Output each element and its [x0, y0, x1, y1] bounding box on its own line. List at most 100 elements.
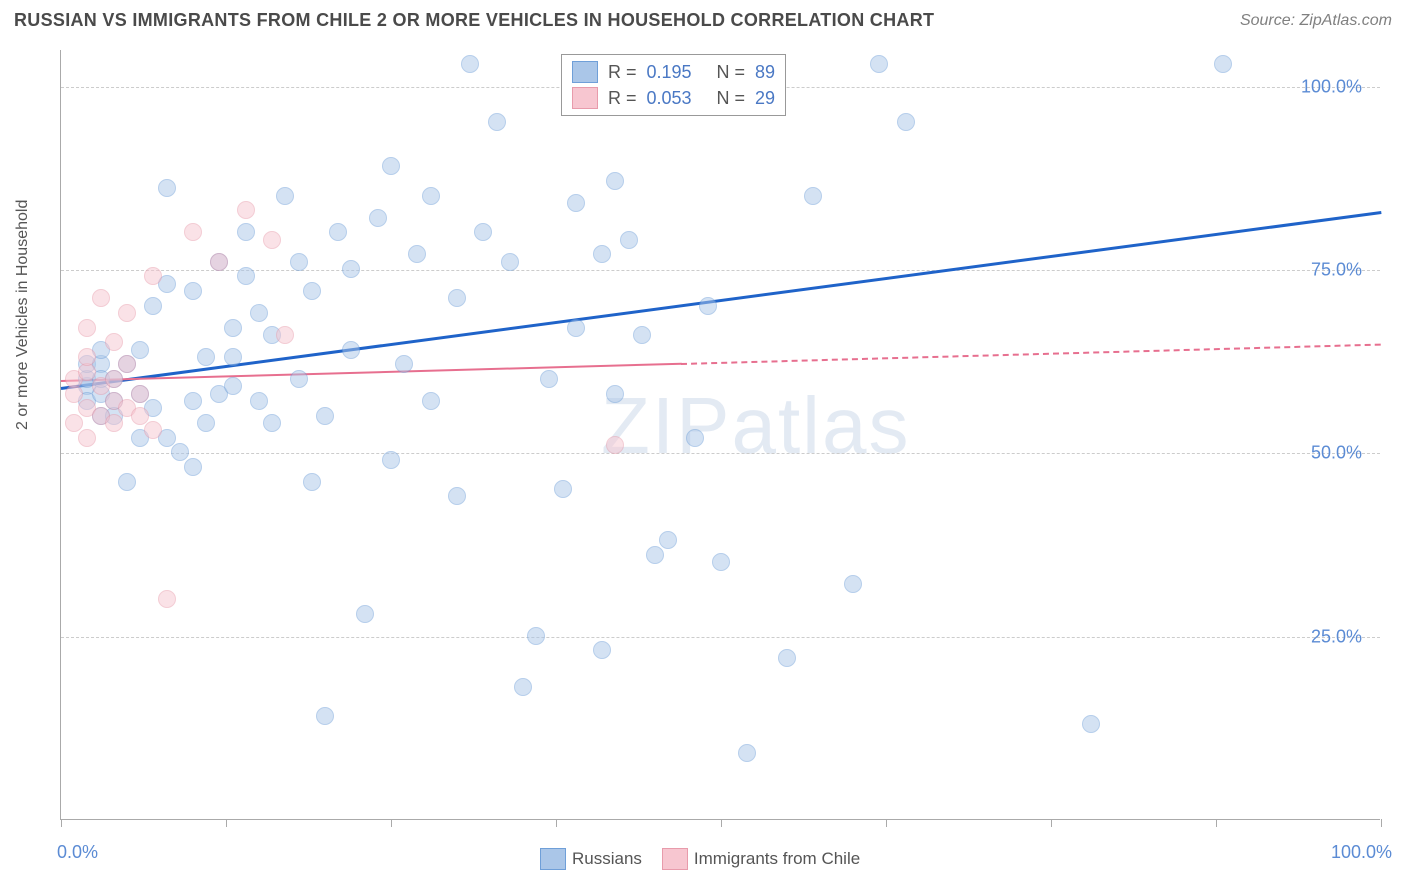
- r-label: R =: [608, 88, 637, 109]
- watermark: ZIPatlas: [601, 380, 910, 472]
- source-attribution: Source: ZipAtlas.com: [1240, 12, 1392, 30]
- scatter-chart: ZIPatlas 25.0%50.0%75.0%100.0%0.0%100.0%…: [60, 50, 1380, 820]
- legend-swatch: [572, 61, 598, 83]
- data-point: [237, 267, 255, 285]
- data-point: [620, 231, 638, 249]
- data-point: [699, 297, 717, 315]
- legend-item: Immigrants from Chile: [662, 848, 860, 870]
- data-point: [501, 253, 519, 271]
- data-point: [276, 187, 294, 205]
- grid-line: [61, 637, 1380, 638]
- y-tick-label: 100.0%: [1301, 76, 1362, 97]
- data-point: [422, 392, 440, 410]
- data-point: [105, 370, 123, 388]
- data-point: [184, 392, 202, 410]
- data-point: [105, 333, 123, 351]
- x-tick: [391, 819, 392, 827]
- data-point: [844, 575, 862, 593]
- data-point: [92, 289, 110, 307]
- data-point: [422, 187, 440, 205]
- data-point: [131, 407, 149, 425]
- y-axis-label: 2 or more Vehicles in Household: [14, 200, 32, 430]
- data-point: [118, 355, 136, 373]
- trend-line: [61, 363, 681, 382]
- data-point: [329, 223, 347, 241]
- n-label: N =: [717, 88, 746, 109]
- data-point: [342, 260, 360, 278]
- data-point: [897, 113, 915, 131]
- data-point: [1082, 715, 1100, 733]
- data-point: [65, 414, 83, 432]
- legend-stats: R =0.195N =89R =0.053N =29: [561, 54, 786, 116]
- data-point: [224, 348, 242, 366]
- data-point: [158, 590, 176, 608]
- data-point: [78, 429, 96, 447]
- data-point: [224, 377, 242, 395]
- data-point: [527, 627, 545, 645]
- data-point: [408, 245, 426, 263]
- data-point: [263, 414, 281, 432]
- legend-label: Russians: [572, 849, 642, 869]
- data-point: [250, 304, 268, 322]
- x-tick: [1216, 819, 1217, 827]
- data-point: [395, 355, 413, 373]
- data-point: [197, 348, 215, 366]
- x-tick: [1051, 819, 1052, 827]
- data-point: [554, 480, 572, 498]
- data-point: [448, 289, 466, 307]
- data-point: [804, 187, 822, 205]
- data-point: [870, 55, 888, 73]
- data-point: [606, 385, 624, 403]
- data-point: [303, 282, 321, 300]
- data-point: [118, 473, 136, 491]
- legend-row: R =0.053N =29: [572, 85, 775, 111]
- data-point: [659, 531, 677, 549]
- data-point: [606, 436, 624, 454]
- n-label: N =: [717, 62, 746, 83]
- n-value: 89: [755, 62, 775, 83]
- data-point: [567, 194, 585, 212]
- legend-swatch: [572, 87, 598, 109]
- data-point: [144, 267, 162, 285]
- x-tick-label: 0.0%: [57, 842, 98, 863]
- legend-label: Immigrants from Chile: [694, 849, 860, 869]
- data-point: [488, 113, 506, 131]
- data-point: [514, 678, 532, 696]
- x-tick: [61, 819, 62, 827]
- data-point: [158, 179, 176, 197]
- x-tick-label: 100.0%: [1331, 842, 1392, 863]
- x-tick: [226, 819, 227, 827]
- data-point: [78, 348, 96, 366]
- data-point: [712, 553, 730, 571]
- legend-bottom: Russians Immigrants from Chile: [540, 848, 860, 870]
- data-point: [131, 385, 149, 403]
- data-point: [131, 341, 149, 359]
- data-point: [633, 326, 651, 344]
- data-point: [474, 223, 492, 241]
- data-point: [237, 201, 255, 219]
- legend-row: R =0.195N =89: [572, 59, 775, 85]
- data-point: [276, 326, 294, 344]
- chart-title: RUSSIAN VS IMMIGRANTS FROM CHILE 2 OR MO…: [14, 10, 934, 31]
- data-point: [448, 487, 466, 505]
- y-tick-label: 25.0%: [1311, 626, 1362, 647]
- data-point: [1214, 55, 1232, 73]
- grid-line: [61, 270, 1380, 271]
- data-point: [646, 546, 664, 564]
- data-point: [316, 707, 334, 725]
- data-point: [316, 407, 334, 425]
- data-point: [184, 282, 202, 300]
- data-point: [118, 304, 136, 322]
- data-point: [356, 605, 374, 623]
- legend-item: Russians: [540, 848, 642, 870]
- data-point: [250, 392, 268, 410]
- legend-swatch: [662, 848, 688, 870]
- data-point: [382, 451, 400, 469]
- r-value: 0.053: [647, 88, 707, 109]
- grid-line: [61, 453, 1380, 454]
- data-point: [144, 421, 162, 439]
- data-point: [184, 458, 202, 476]
- data-point: [369, 209, 387, 227]
- data-point: [342, 341, 360, 359]
- legend-swatch: [540, 848, 566, 870]
